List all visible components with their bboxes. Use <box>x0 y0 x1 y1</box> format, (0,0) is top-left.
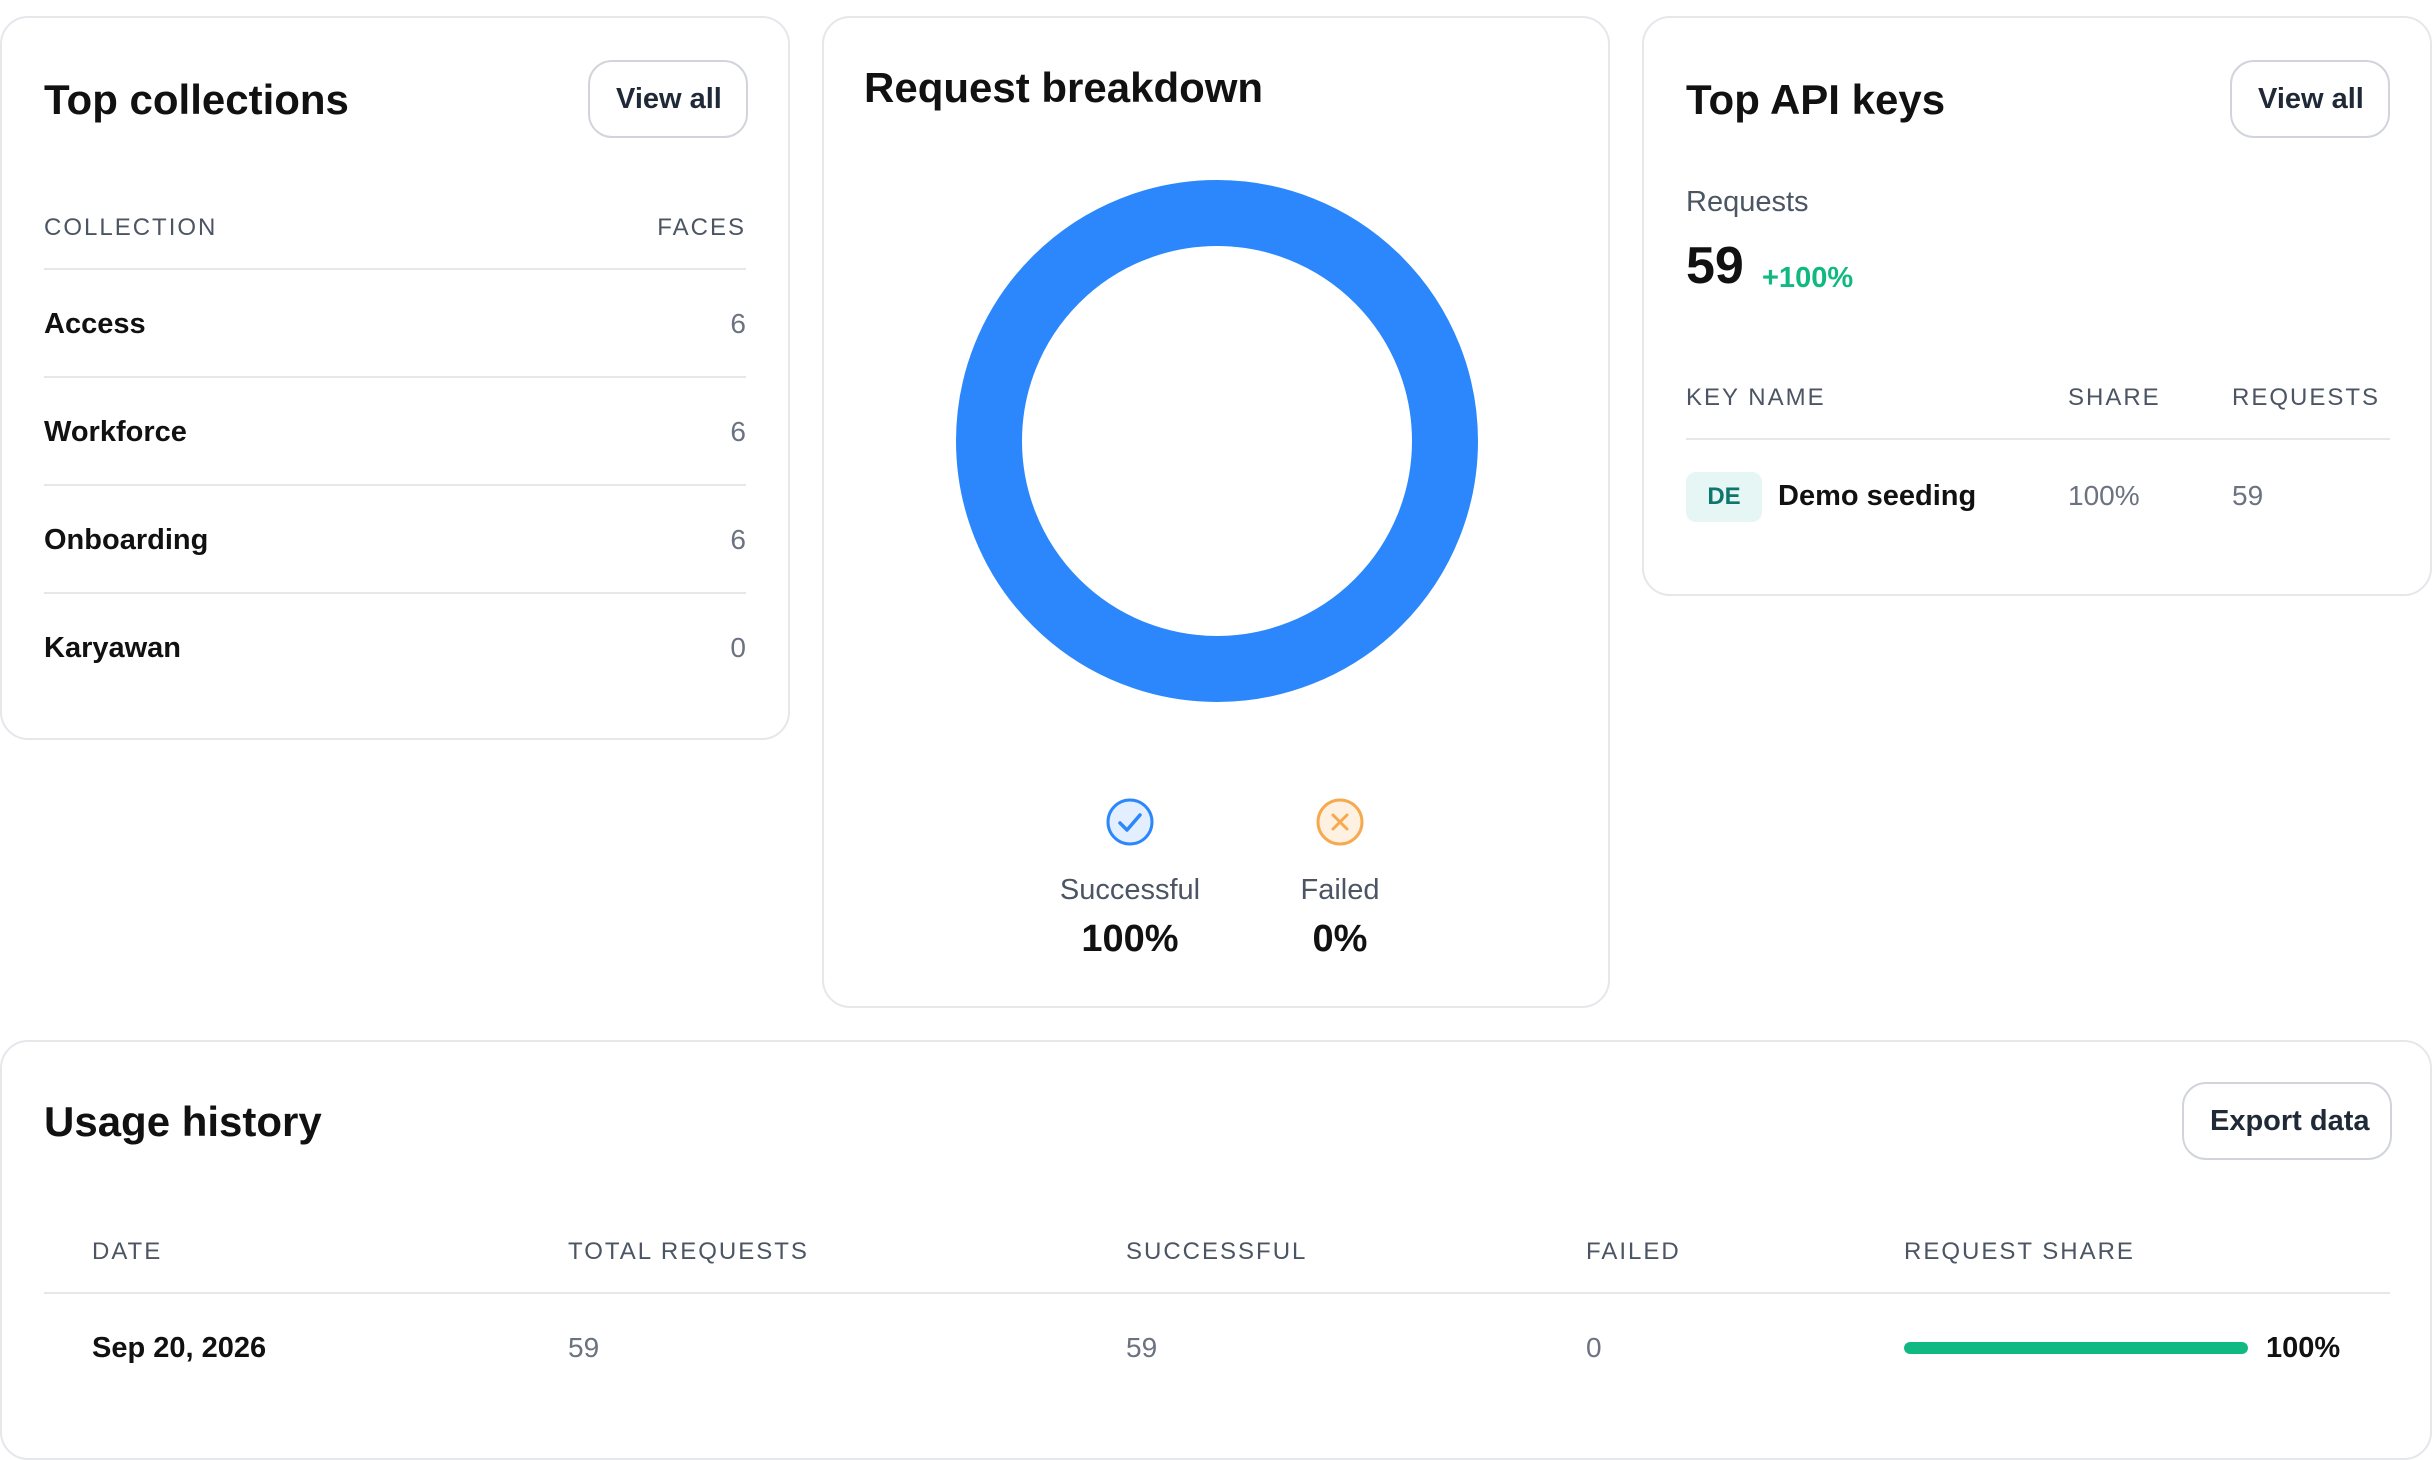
row-divider <box>44 592 746 594</box>
row-divider <box>44 484 746 486</box>
collection-faces: 0 <box>730 632 746 663</box>
view-all-api-keys-button[interactable]: View all <box>2230 60 2390 138</box>
failed-label: Failed <box>1300 874 1380 906</box>
request-share-value: 100% <box>2266 1332 2341 1364</box>
usage-failed: 0 <box>1586 1332 1602 1363</box>
failed-x-icon <box>1314 796 1366 853</box>
row-divider <box>44 376 746 378</box>
usage-date: Sep 20, 2026 <box>92 1332 267 1364</box>
failed-column-header: FAILED <box>1586 1238 1681 1265</box>
collection-faces: 6 <box>730 308 746 339</box>
collection-name: Karyawan <box>44 632 182 664</box>
failed-value: 0% <box>1312 918 1368 960</box>
collection-faces: 6 <box>730 524 746 555</box>
api-key-name: Demo seeding <box>1778 480 1977 512</box>
collection-name: Access <box>44 308 146 340</box>
request-share-column-header: REQUEST SHARE <box>1904 1238 2135 1265</box>
api-key-requests: 59 <box>2232 480 2264 511</box>
header-divider <box>44 1292 2390 1294</box>
usage-history-card: Usage history Export data DATE TOTAL REQ… <box>0 1040 2432 1460</box>
requests-label: Requests <box>1686 186 1809 218</box>
usage-successful: 59 <box>1126 1332 1158 1363</box>
successful-column-header: SUCCESSFUL <box>1126 1238 1308 1265</box>
successful-slice <box>956 180 1478 702</box>
request-share-bar-fill <box>1904 1342 2248 1354</box>
share-column-header: SHARE <box>2068 384 2161 411</box>
date-column-header: DATE <box>92 1238 163 1265</box>
requests-change-badge: +100% <box>1762 262 1854 294</box>
export-data-button[interactable]: Export data <box>2182 1082 2392 1160</box>
successful-value: 100% <box>1081 918 1179 960</box>
collection-faces: 6 <box>730 416 746 447</box>
top-collections-card: Top collections View all COLLECTION FACE… <box>0 16 790 740</box>
request-breakdown-card: Request breakdown Successful 100% Failed… <box>822 16 1610 1008</box>
api-key-badge: DE <box>1686 472 1762 522</box>
requests-column-header: REQUESTS <box>2232 384 2381 411</box>
faces-column-header: FACES <box>657 214 746 241</box>
collection-name: Workforce <box>44 416 187 448</box>
api-key-share: 100% <box>2068 480 2140 511</box>
requests-total: 59 <box>1686 237 1744 295</box>
top-api-keys-card: Top API keys View all Requests 59 +100% … <box>1642 16 2432 596</box>
collection-name: Onboarding <box>44 524 209 556</box>
top-api-keys-title: Top API keys <box>1686 76 1946 123</box>
usage-history-title: Usage history <box>44 1098 322 1145</box>
header-divider <box>44 268 746 270</box>
total-requests-column-header: TOTAL REQUESTS <box>568 1238 809 1265</box>
request-share-bar <box>1904 1342 2248 1354</box>
top-collections-title: Top collections <box>44 76 349 123</box>
collection-column-header: COLLECTION <box>44 214 218 241</box>
request-donut-chart <box>956 180 1478 702</box>
request-breakdown-title: Request breakdown <box>864 64 1264 111</box>
usage-total-requests: 59 <box>568 1332 600 1363</box>
header-divider <box>1686 438 2390 440</box>
key-name-column-header: KEY NAME <box>1686 384 1826 411</box>
successful-label: Successful <box>1059 874 1201 906</box>
view-all-collections-button[interactable]: View all <box>588 60 748 138</box>
successful-check-icon <box>1104 796 1156 853</box>
